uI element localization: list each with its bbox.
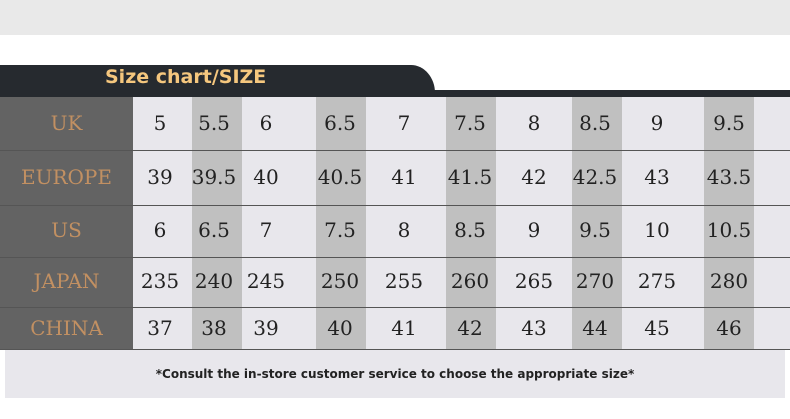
size-cell: 39.5	[191, 164, 237, 189]
row-divider	[0, 150, 790, 151]
size-cell: 8	[397, 218, 411, 242]
size-cell: 43.5	[706, 164, 752, 189]
row-divider	[0, 205, 790, 206]
top-band	[0, 0, 790, 35]
size-cell: 46	[716, 315, 742, 340]
size-cell: 43	[644, 164, 670, 189]
size-cell: 9	[527, 218, 541, 242]
size-cell: 40	[253, 164, 279, 189]
size-cell: 245	[246, 269, 286, 293]
size-cell: 5.5	[198, 110, 230, 135]
size-cell: 43	[521, 315, 547, 340]
size-cell: 42.5	[572, 164, 618, 189]
footer-note: *Consult the in-store customer service t…	[155, 367, 635, 381]
row-label: US	[51, 218, 82, 242]
row-label: UK	[50, 110, 83, 135]
size-cell: 10	[644, 218, 670, 242]
chart-title: Size chart/SIZE	[105, 66, 267, 88]
size-cell: 42	[521, 164, 547, 189]
size-cell: 45	[644, 315, 670, 340]
size-cell: 280	[709, 269, 749, 293]
size-cell: 7.5	[324, 218, 356, 242]
size-cell: 40.5	[317, 164, 363, 189]
size-cell: 5	[153, 110, 167, 135]
size-cell: 6.5	[198, 218, 230, 242]
size-cell: 7.5	[454, 110, 486, 135]
size-cell: 240	[194, 269, 234, 293]
row-divider	[0, 307, 790, 308]
size-cell: 41	[391, 315, 417, 340]
size-cell: 42	[457, 315, 483, 340]
size-cell: 9	[650, 110, 664, 135]
size-cell: 265	[514, 269, 554, 293]
size-cell: 39	[253, 315, 279, 340]
size-cell: 40	[327, 315, 353, 340]
size-cell: 41.5	[447, 164, 493, 189]
size-cell: 7	[397, 110, 411, 135]
size-cell: 250	[320, 269, 360, 293]
size-cell: 7	[259, 218, 273, 242]
size-cell: 44	[582, 315, 608, 340]
size-cell: 260	[450, 269, 490, 293]
size-table: UK 5 5.5 6 6.5 7 7.5 8 8.5 9 9.5 EUROPE 39 39.5 40 40.5…	[0, 97, 790, 350]
size-cell: 8.5	[454, 218, 486, 242]
size-cell: 10.5	[706, 218, 752, 242]
size-cell: 39	[147, 164, 173, 189]
size-cell: 8	[527, 110, 541, 135]
footer-note-box: *Consult the in-store customer service t…	[5, 350, 785, 398]
size-cell: 270	[575, 269, 615, 293]
size-cell: 6.5	[324, 110, 356, 135]
row-divider	[0, 257, 790, 258]
header-tab	[0, 65, 435, 97]
row-divider	[0, 349, 790, 350]
size-cell: 255	[384, 269, 424, 293]
row-label: EUROPE	[21, 164, 112, 189]
size-cell: 41	[391, 164, 417, 189]
size-cell: 235	[140, 269, 180, 293]
size-cell: 9.5	[579, 218, 611, 242]
size-cell: 37	[147, 315, 173, 340]
size-cell: 8.5	[579, 110, 611, 135]
row-label: CHINA	[30, 315, 103, 340]
size-cell: 6	[153, 218, 167, 242]
size-cell: 275	[637, 269, 677, 293]
size-cell: 9.5	[713, 110, 745, 135]
size-cell: 38	[201, 315, 227, 340]
row-label: JAPAN	[33, 269, 100, 293]
size-cell: 6	[259, 110, 273, 135]
